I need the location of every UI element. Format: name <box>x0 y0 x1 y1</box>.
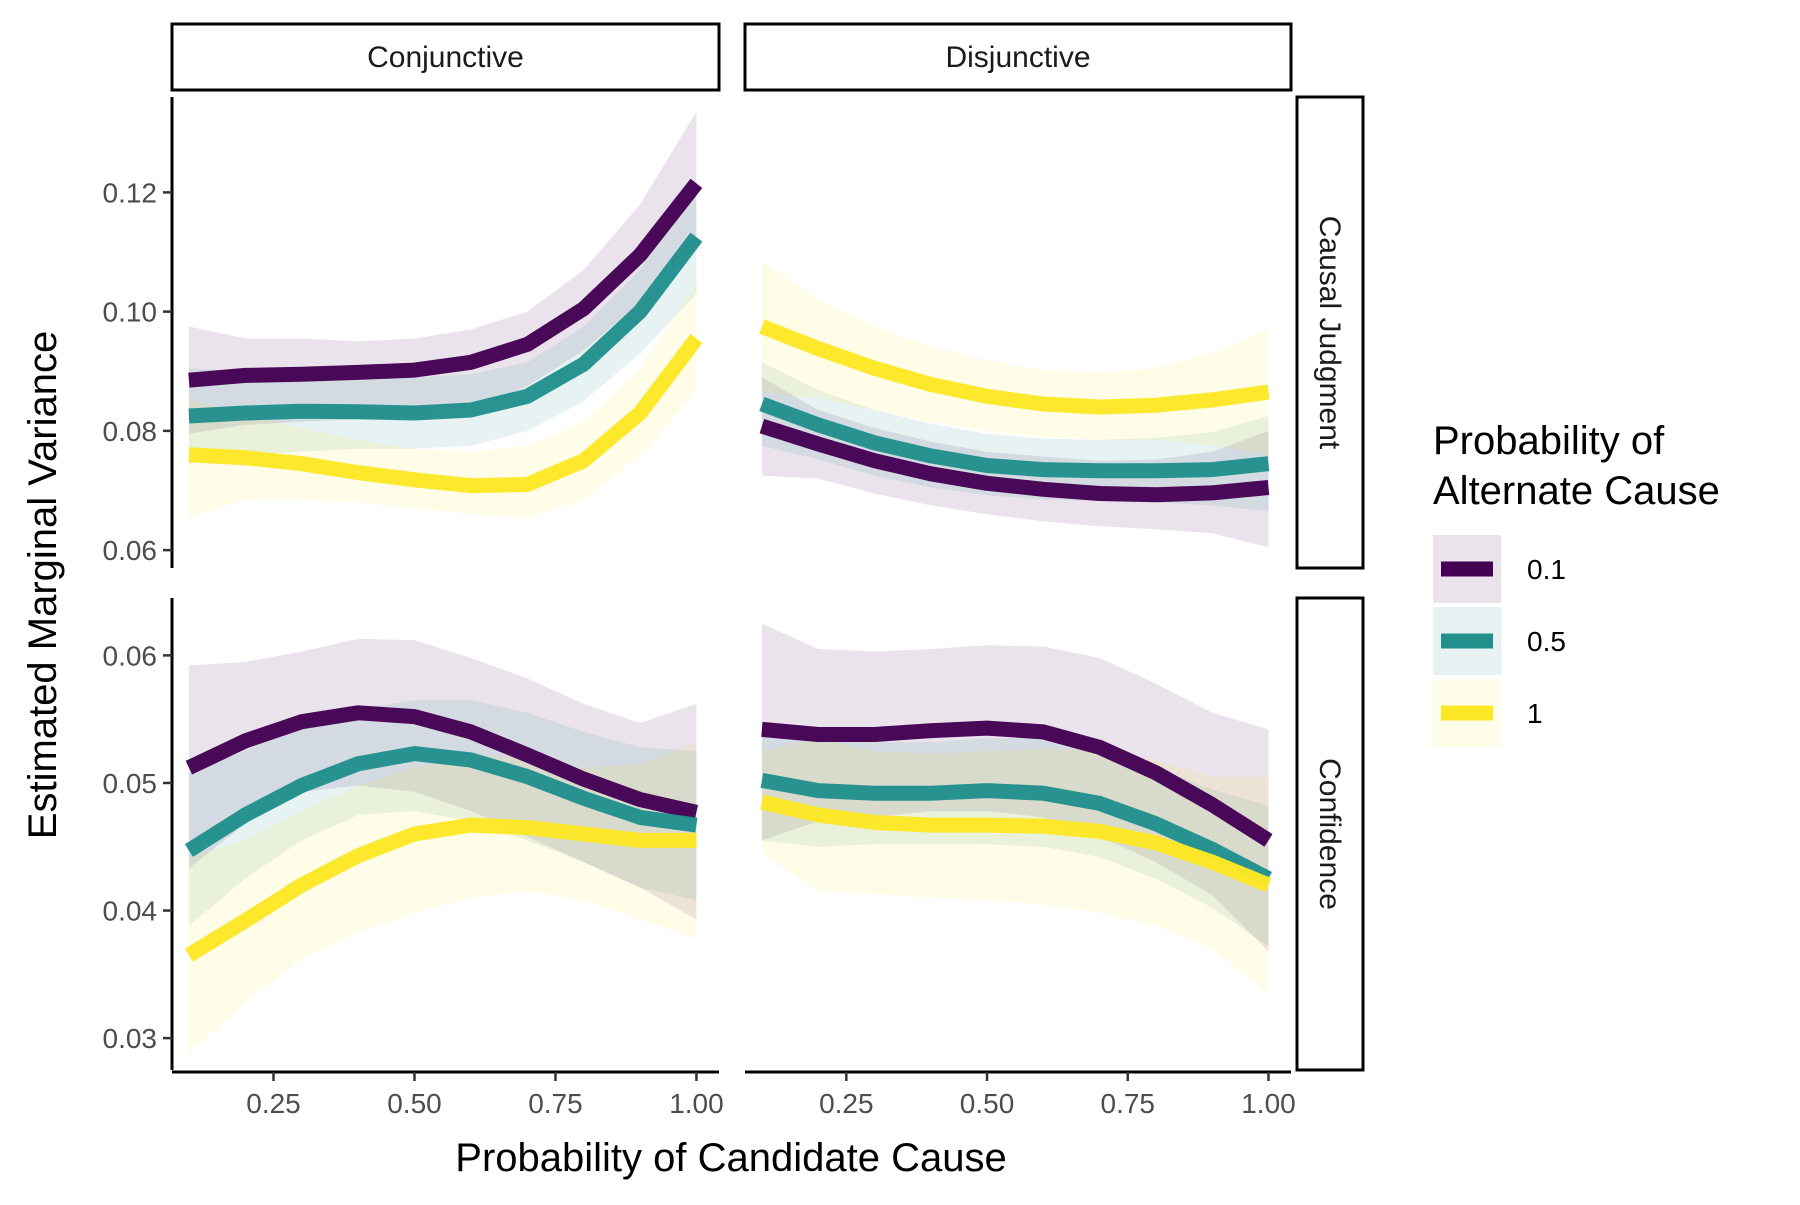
column-strip-disjunctive: Disjunctive <box>743 22 1293 92</box>
line-alt-0.1 <box>185 705 699 820</box>
ribbon-alt-0.5 <box>761 721 1269 947</box>
axes-layer: 0.06 0.08 0.10 0.12 0.03 0.04 0.05 0.06 0.25 0.50… <box>103 97 1296 1119</box>
legend-key-0.1: 0.1 <box>1433 535 1566 603</box>
line-alt-0.5 <box>188 232 703 424</box>
legend-key-1: 1 <box>1433 679 1543 747</box>
y-axis-confidence: 0.03 0.04 0.05 0.06 <box>103 598 174 1070</box>
ribbon-alt-0.5 <box>188 180 697 464</box>
x-tick-label: 0.75 <box>528 1088 583 1119</box>
panel-causal-judgment-conjunctive <box>188 111 703 518</box>
legend-key-0.5: 0.5 <box>1433 607 1566 675</box>
line-alt-0.5 <box>759 396 1270 479</box>
x-axis-title: Probability of Candidate Cause <box>455 1136 1006 1180</box>
strip-label-causal-judgment: Causal Judgment <box>1313 216 1346 450</box>
y-axis-title: Estimated Marginal Variance <box>21 331 65 839</box>
line-alt-0.1 <box>759 418 1270 503</box>
ribbon-alt-1 <box>761 738 1269 994</box>
y-tick-label: 0.04 <box>103 896 158 927</box>
line-alt-1 <box>188 333 703 494</box>
line-alt-1 <box>759 319 1270 415</box>
ribbon-alt-0.1 <box>188 111 697 434</box>
column-strip-conjunctive: Conjunctive <box>170 22 721 92</box>
x-tick-label: 1.00 <box>669 1088 724 1119</box>
x-tick-label: 0.25 <box>246 1088 301 1119</box>
ribbon-alt-0.5 <box>188 700 697 926</box>
x-tick-label: 0.50 <box>387 1088 442 1119</box>
line-alt-0.5 <box>184 746 698 857</box>
legend: Probability of Alternate Cause 0.1 0.5 1 <box>1433 419 1720 747</box>
strip-label-conjunctive: Conjunctive <box>367 41 524 74</box>
legend-title-line-1: Probability of <box>1433 419 1665 463</box>
line-alt-0.1 <box>761 720 1273 847</box>
legend-keys: 0.1 0.5 1 <box>1433 535 1566 747</box>
x-tick-label: 0.25 <box>819 1088 874 1119</box>
line-alt-0.1 <box>188 178 703 388</box>
panels-layer <box>184 111 1273 1054</box>
strip-label-disjunctive: Disjunctive <box>945 41 1090 74</box>
line-alt-1 <box>184 817 697 962</box>
y-axis-causal-judgment: 0.06 0.08 0.10 0.12 <box>103 97 174 568</box>
line-alt-1 <box>760 794 1272 892</box>
x-tick-label: 0.50 <box>960 1088 1015 1119</box>
y-tick-label: 0.08 <box>103 416 158 447</box>
ribbon-alt-1 <box>188 742 697 1054</box>
y-tick-label: 0.06 <box>103 535 158 566</box>
ribbon-alt-0.1 <box>188 638 697 920</box>
panel-confidence-conjunctive <box>184 638 699 1054</box>
y-tick-label: 0.12 <box>103 177 158 208</box>
legend-label: 0.1 <box>1527 554 1566 585</box>
panel-confidence-disjunctive <box>760 623 1273 994</box>
legend-title-line-2: Alternate Cause <box>1433 469 1720 513</box>
legend-label: 0.5 <box>1527 626 1566 657</box>
row-strip-confidence: Confidence <box>1295 596 1365 1072</box>
line-alt-0.5 <box>760 773 1272 886</box>
y-tick-label: 0.10 <box>103 297 158 328</box>
y-tick-label: 0.03 <box>103 1023 158 1054</box>
x-axis-disjunctive: 0.25 0.50 0.75 1.00 <box>745 1070 1296 1119</box>
x-tick-label: 0.75 <box>1101 1088 1156 1119</box>
row-strip-causal-judgment: Causal Judgment <box>1295 95 1365 570</box>
x-tick-label: 1.00 <box>1241 1088 1296 1119</box>
legend-label: 1 <box>1527 698 1543 729</box>
y-tick-label: 0.05 <box>103 768 158 799</box>
y-tick-label: 0.06 <box>103 640 158 671</box>
panel-causal-judgment-disjunctive <box>759 261 1270 548</box>
x-axis-conjunctive: 0.25 0.50 0.75 1.00 <box>172 1070 724 1119</box>
strip-label-confidence: Confidence <box>1313 758 1346 910</box>
